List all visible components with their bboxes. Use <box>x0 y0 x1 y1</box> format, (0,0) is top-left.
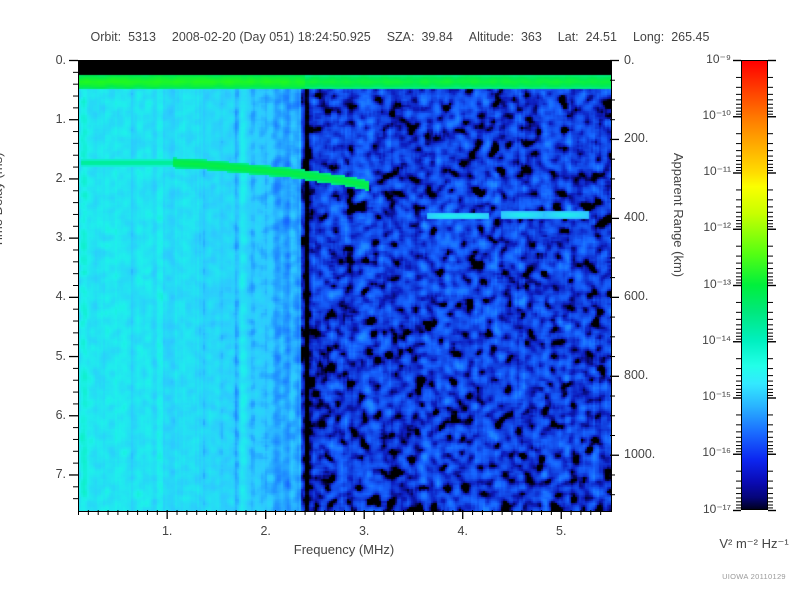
lat-label: Lat: <box>557 30 579 44</box>
altitude-label: Altitude: <box>468 30 514 44</box>
colorbar-tick-0: 10⁻⁹ <box>706 51 731 66</box>
y-tick-right-5: 1000. <box>624 447 656 462</box>
x-tick-1: 2. <box>260 524 271 538</box>
y-tick-right-3: 600. <box>624 289 649 304</box>
colorbar-tick-7: 10⁻¹⁶ <box>702 445 731 460</box>
colorbar-tick-5: 10⁻¹⁴ <box>702 332 731 347</box>
colorbar-tick-8: 10⁻¹⁷ <box>702 501 731 516</box>
x-tick-0: 1. <box>161 524 173 538</box>
credit-label: UIOWA 20110129 <box>722 572 786 581</box>
spectrogram-image <box>79 61 611 511</box>
y-tick-left-4: 4. <box>55 289 66 304</box>
colorbar-gradient <box>741 60 768 510</box>
y-tick-left-5: 5. <box>55 348 66 363</box>
y-tick-left-7: 7. <box>55 466 66 481</box>
metadata-header: Orbit: 5313 2008-02-20 (Day 051) 18:24:50.… <box>0 30 800 44</box>
altitude-value: 363 <box>520 30 542 44</box>
x-tick-2: 3. <box>358 524 370 538</box>
y-tick-right-0: 0. <box>624 52 635 67</box>
colorbar <box>741 60 768 510</box>
colorbar-tick-2: 10⁻¹¹ <box>703 164 731 178</box>
orbit-label: Orbit: <box>90 30 122 44</box>
observation-datetime: 2008-02-20 (Day 051) 18:24:50.925 <box>171 30 371 44</box>
lat-value: 24.51 <box>585 30 617 44</box>
long-label: Long: <box>632 30 665 44</box>
x-tick-4: 5. <box>556 524 567 538</box>
x-axis-title: Frequency (MHz) <box>293 542 395 557</box>
sza-label: SZA: <box>386 30 415 44</box>
y-tick-left-3: 3. <box>55 230 66 245</box>
y-tick-right-2: 400. <box>624 210 649 225</box>
y-axis-title-left: Time Delay (ms) <box>0 152 5 248</box>
y-tick-left-2: 2. <box>55 170 66 185</box>
colorbar-tick-1: 10⁻¹⁰ <box>702 107 732 122</box>
y-tick-right-1: 200. <box>624 131 649 146</box>
sza-value: 39.84 <box>421 30 453 44</box>
colorbar-tick-4: 10⁻¹³ <box>703 276 731 291</box>
y-tick-left-0: 0. <box>55 52 66 67</box>
orbit-value: 5313 <box>128 30 156 44</box>
long-value: 265.45 <box>671 30 710 44</box>
y-tick-left-6: 6. <box>55 407 66 422</box>
colorbar-unit-label: V² m⁻² Hz⁻¹ <box>719 536 789 551</box>
x-tick-3: 4. <box>457 524 468 538</box>
colorbar-tick-3: 10⁻¹² <box>703 220 731 235</box>
y-tick-left-1: 1. <box>55 111 66 126</box>
colorbar-tick-6: 10⁻¹⁵ <box>702 389 731 403</box>
ionogram-plot <box>78 60 612 512</box>
y-tick-right-4: 800. <box>624 368 649 383</box>
